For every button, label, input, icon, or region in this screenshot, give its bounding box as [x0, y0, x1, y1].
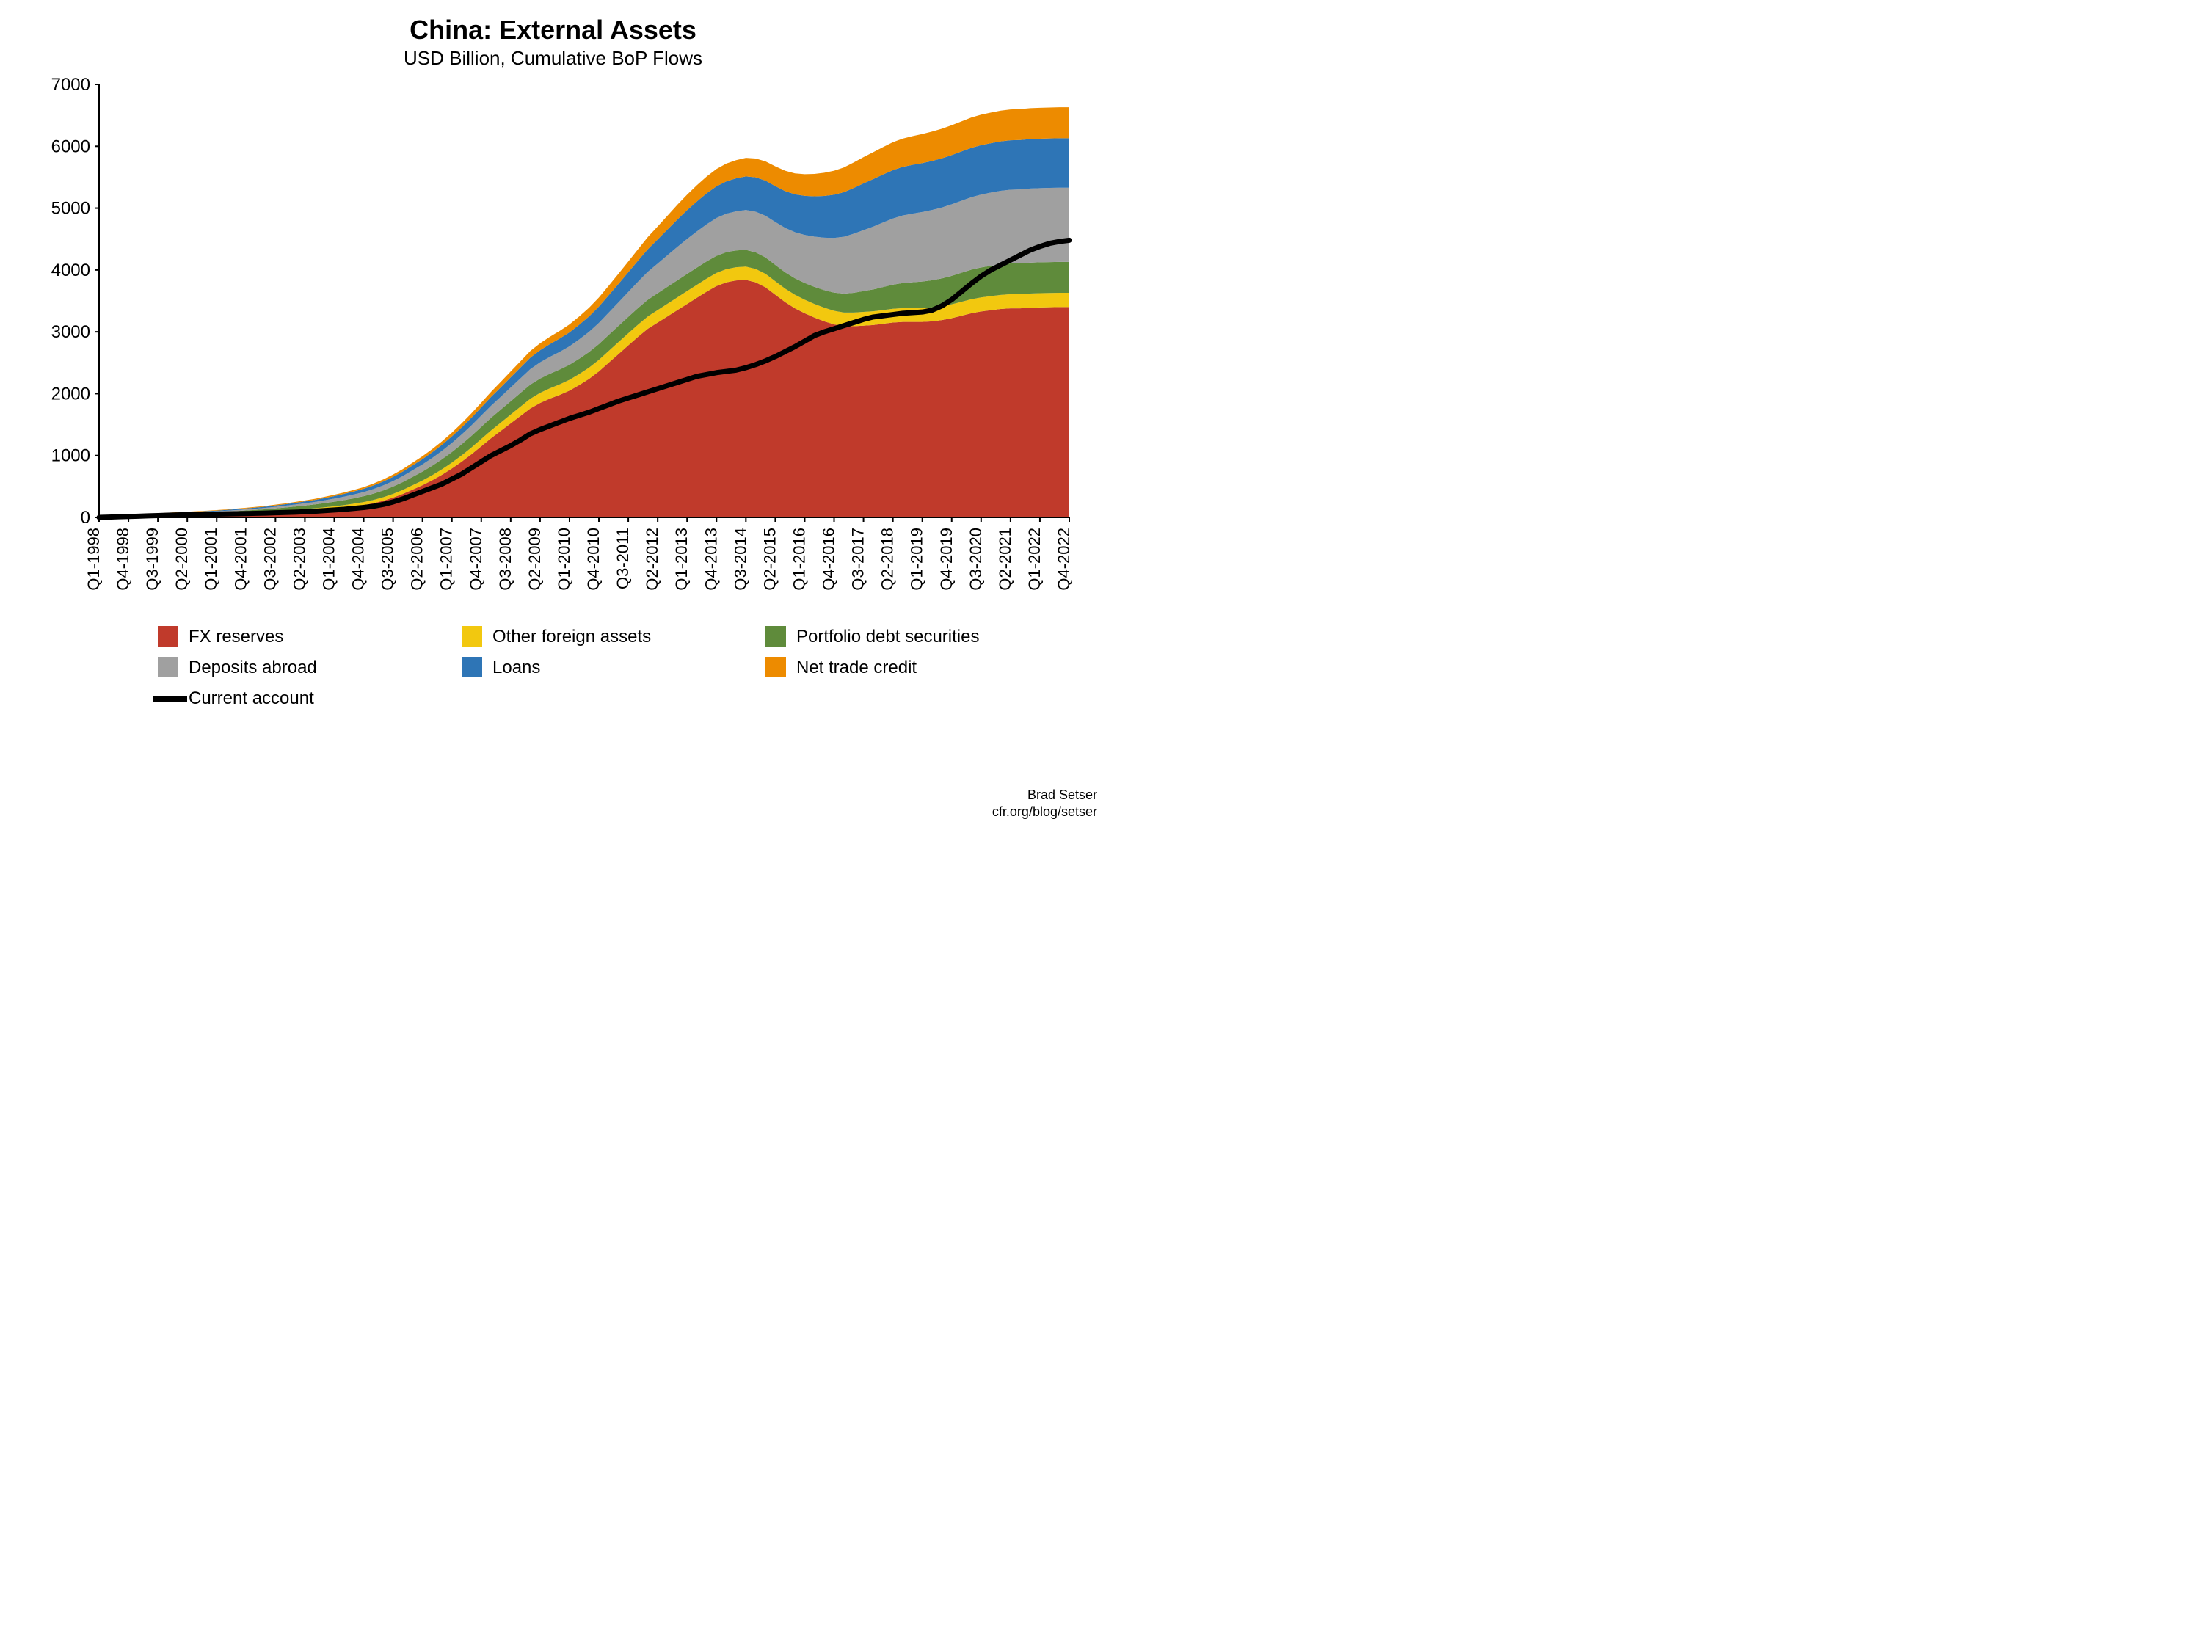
x-tick-label: Q3-2005 [379, 528, 397, 591]
legend-item-fx_reserves: FX reserves [158, 626, 283, 647]
chart-container: China: External Assets USD Billion, Cumu… [0, 0, 1106, 826]
legend-item-other_foreign_assets: Other foreign assets [462, 626, 651, 647]
x-tick-label: Q4-2013 [702, 528, 720, 591]
x-tick-label: Q1-2016 [790, 528, 808, 591]
attribution: Brad Setser cfr.org/blog/setser [992, 787, 1097, 820]
x-tick-label: Q3-2017 [849, 528, 867, 591]
legend-label: Deposits abroad [189, 658, 317, 677]
y-tick-label: 0 [81, 508, 90, 528]
x-tick-label: Q4-2016 [820, 528, 838, 591]
x-tick-label: Q3-2002 [261, 528, 279, 591]
legend-label: Current account [189, 688, 314, 708]
x-tick-label: Q4-2022 [1055, 528, 1073, 591]
y-tick-label: 2000 [51, 384, 90, 404]
x-tick-label: Q2-2021 [996, 528, 1014, 591]
x-tick-label: Q1-2004 [319, 528, 338, 591]
legend-item-net_trade_credit: Net trade credit [765, 657, 917, 677]
x-tick-label: Q4-2019 [937, 528, 956, 591]
legend-item-loans: Loans [462, 657, 540, 677]
x-tick-label: Q3-1999 [143, 528, 161, 591]
x-tick-label: Q2-2018 [878, 528, 897, 591]
plot-area: 0 1000 2000 3000 4000 5000 6000 7000 Q1-1998 Q4-1… [29, 77, 1077, 800]
attribution-url: cfr.org/blog/setser [992, 804, 1097, 820]
y-tick-label: 3000 [51, 322, 90, 342]
legend-label: Net trade credit [796, 658, 917, 677]
chart-title: China: External Assets [29, 15, 1077, 46]
x-tick-label: Q3-2014 [731, 528, 749, 591]
x-tick-label: Q1-2010 [555, 528, 573, 591]
chart-subtitle: USD Billion, Cumulative BoP Flows [29, 47, 1077, 70]
attribution-author: Brad Setser [992, 787, 1097, 804]
legend-item-portfolio_debt: Portfolio debt securities [765, 626, 979, 647]
y-tick-label: 5000 [51, 199, 90, 219]
x-tick-label: Q4-2001 [231, 528, 250, 591]
x-tick-label: Q1-2019 [908, 528, 926, 591]
x-tick-label: Q1-2007 [437, 528, 456, 591]
legend-label: Other foreign assets [492, 627, 651, 647]
x-tick-label: Q2-2003 [290, 528, 308, 591]
legend-item-deposits_abroad: Deposits abroad [158, 657, 317, 677]
x-tick-label: Q4-2007 [467, 528, 485, 591]
x-tick-label: Q4-1998 [114, 528, 132, 591]
chart-svg: 0 1000 2000 3000 4000 5000 6000 7000 Q1-1998 Q4-1… [29, 77, 1077, 796]
x-tick-label: Q2-2009 [525, 528, 544, 591]
x-tick-label: Q1-1998 [84, 528, 103, 591]
x-tick-label: Q3-2011 [614, 528, 632, 589]
y-tick-label: 1000 [51, 446, 90, 466]
x-tick-label: Q3-2008 [496, 528, 514, 591]
x-tick-label: Q4-2004 [349, 528, 368, 591]
x-tick-label: Q4-2010 [584, 528, 603, 591]
x-tick-label: Q2-2006 [408, 528, 426, 591]
legend-label: FX reserves [189, 627, 283, 647]
x-tick-label: Q1-2022 [1025, 528, 1044, 591]
x-tick-label: Q1-2001 [202, 528, 220, 591]
y-tick-label: 6000 [51, 137, 90, 156]
x-tick-label: Q2-2012 [643, 528, 661, 591]
legend-item-current_account: Current account [153, 688, 314, 708]
y-tick-label: 4000 [51, 261, 90, 280]
y-tick-label: 7000 [51, 77, 90, 95]
x-tick-label: Q2-2000 [172, 528, 191, 591]
title-block: China: External Assets USD Billion, Cumu… [29, 15, 1077, 70]
legend-label: Portfolio debt securities [796, 627, 979, 647]
x-tick-label: Q1-2013 [672, 528, 691, 591]
legend-label: Loans [492, 658, 540, 677]
x-tick-label: Q2-2015 [760, 528, 779, 591]
x-tick-label: Q3-2020 [967, 528, 985, 591]
